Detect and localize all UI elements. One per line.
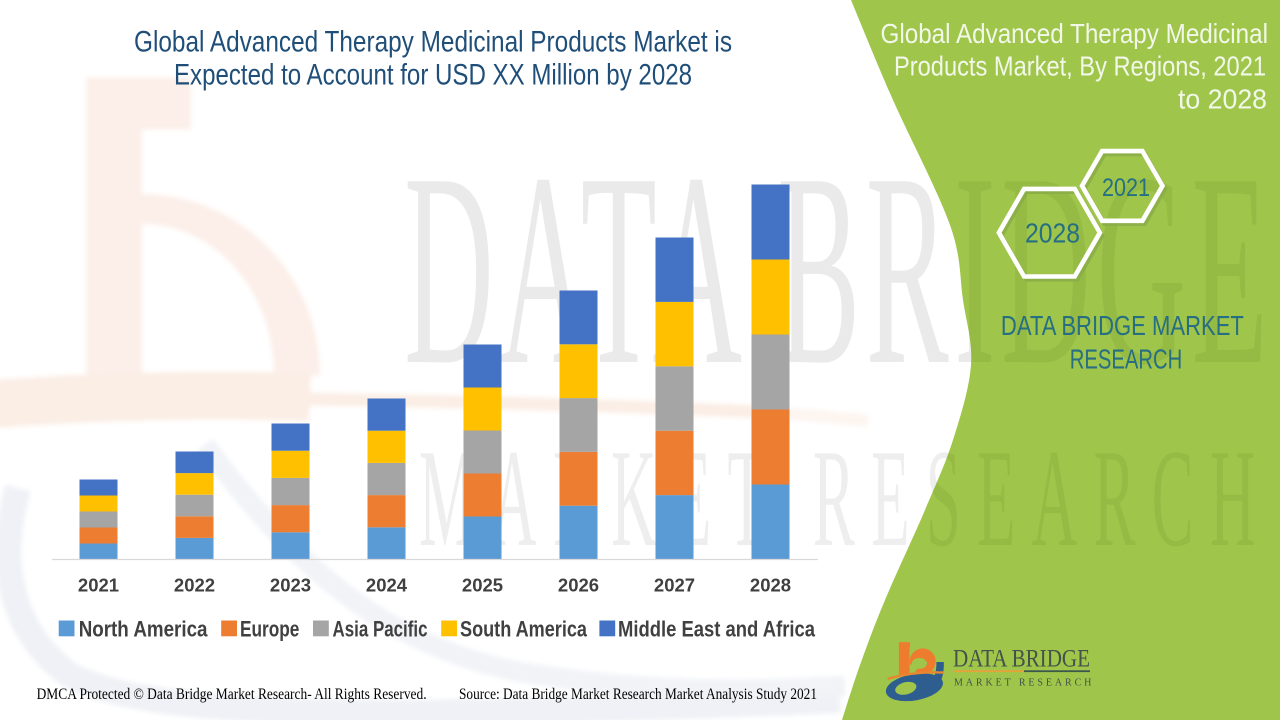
svg-text:2025: 2025 [462, 575, 503, 596]
svg-text:Global Advanced Therapy Medici: Global Advanced Therapy Medicinal [881, 18, 1269, 49]
svg-text:North America: North America [79, 617, 208, 642]
svg-text:2023: 2023 [270, 575, 311, 596]
svg-text:2021: 2021 [1102, 175, 1150, 202]
svg-text:to 2028: to 2028 [1178, 83, 1267, 114]
svg-text:Europe: Europe [240, 617, 299, 642]
svg-text:DATA BRIDGE: DATA BRIDGE [953, 646, 1090, 673]
svg-text:RESEARCH: RESEARCH [1070, 344, 1183, 375]
svg-text:Products Market, By Regions, 2: Products Market, By Regions, 2021 [894, 51, 1266, 82]
svg-text:Middle East and Africa: Middle East and Africa [618, 617, 816, 642]
svg-text:2028: 2028 [750, 575, 791, 596]
svg-text:MARKET RESEARCH: MARKET RESEARCH [954, 678, 1094, 689]
svg-text:Global Advanced Therapy Medici: Global Advanced Therapy Medicinal Produc… [134, 26, 732, 59]
svg-text:South America: South America [460, 617, 588, 642]
svg-text:Expected to Account for USD XX: Expected to Account for USD XX Million b… [174, 59, 692, 92]
svg-text:DATA BRIDGE MARKET: DATA BRIDGE MARKET [1001, 310, 1244, 341]
svg-text:2024: 2024 [366, 575, 408, 596]
svg-text:2022: 2022 [174, 575, 215, 596]
svg-text:2027: 2027 [654, 575, 695, 596]
svg-text:Source: Data Bridge Market Res: Source: Data Bridge Market Research Mark… [459, 686, 817, 703]
svg-text:Asia Pacific: Asia Pacific [333, 617, 428, 642]
svg-text:2026: 2026 [558, 575, 599, 596]
svg-text:DMCA Protected © Data Bridge M: DMCA Protected © Data Bridge Market Rese… [37, 686, 427, 703]
svg-text:2028: 2028 [1025, 218, 1080, 249]
svg-text:2021: 2021 [78, 575, 119, 596]
